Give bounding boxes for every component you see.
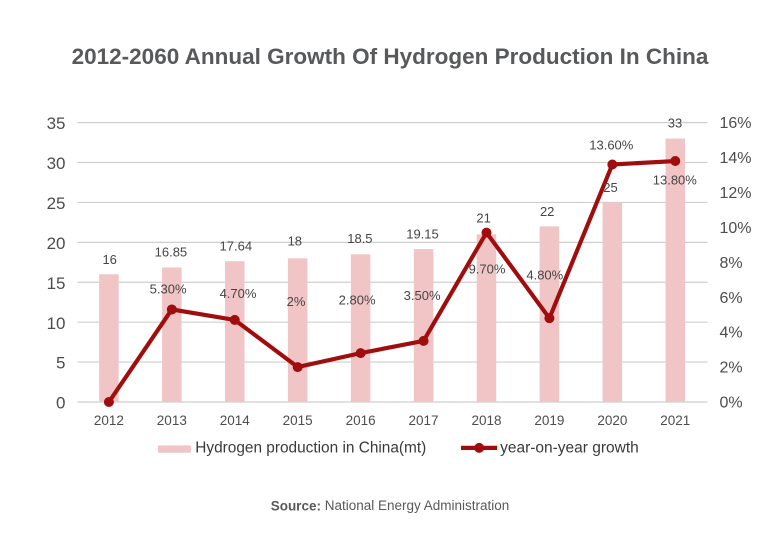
svg-text:16.85: 16.85 [155, 245, 188, 260]
svg-text:2018: 2018 [471, 413, 501, 428]
svg-text:18: 18 [288, 233, 302, 248]
svg-text:17.64: 17.64 [220, 238, 253, 253]
svg-text:25: 25 [47, 194, 66, 213]
svg-text:2017: 2017 [409, 413, 439, 428]
svg-text:2012-2060 Annual Growth Of Hyd: 2012-2060 Annual Growth Of Hydrogen Prod… [72, 44, 709, 69]
svg-text:4.70%: 4.70% [220, 286, 257, 301]
svg-text:2021: 2021 [660, 413, 690, 428]
svg-text:5: 5 [56, 354, 65, 373]
svg-text:8%: 8% [720, 255, 743, 272]
svg-text:18.5: 18.5 [347, 231, 372, 246]
svg-text:30: 30 [47, 154, 66, 173]
svg-text:13.60%: 13.60% [589, 138, 634, 153]
svg-text:14%: 14% [720, 150, 752, 167]
svg-text:2%: 2% [287, 294, 306, 309]
svg-text:2.80%: 2.80% [339, 292, 376, 307]
svg-text:16%: 16% [720, 115, 752, 132]
svg-text:2015: 2015 [283, 413, 313, 428]
svg-text:2013: 2013 [157, 413, 187, 428]
svg-text:35: 35 [47, 114, 66, 133]
svg-text:3.50%: 3.50% [404, 288, 441, 303]
svg-text:Hydrogen production in China(m: Hydrogen production in China(mt) [195, 440, 426, 457]
svg-text:4%: 4% [720, 325, 743, 342]
svg-text:12%: 12% [720, 185, 752, 202]
svg-text:9.70%: 9.70% [469, 262, 506, 277]
svg-text:33: 33 [668, 116, 682, 131]
svg-text:13.80%: 13.80% [653, 172, 698, 187]
svg-text:2019: 2019 [534, 413, 564, 428]
svg-text:25: 25 [603, 180, 617, 195]
svg-text:20: 20 [47, 234, 66, 253]
svg-text:2014: 2014 [220, 413, 251, 428]
svg-text:2016: 2016 [346, 413, 376, 428]
svg-text:15: 15 [47, 274, 66, 293]
svg-text:5.30%: 5.30% [150, 282, 187, 297]
svg-text:4.80%: 4.80% [526, 268, 563, 283]
svg-text:2020: 2020 [597, 413, 627, 428]
svg-text:10%: 10% [720, 220, 752, 237]
svg-text:2012: 2012 [94, 413, 124, 428]
svg-text:2%: 2% [720, 360, 743, 377]
svg-text:22: 22 [540, 204, 554, 219]
svg-text:0%: 0% [720, 395, 743, 412]
svg-text:0: 0 [56, 394, 65, 413]
svg-text:6%: 6% [720, 290, 743, 307]
svg-text:year-on-year growth: year-on-year growth [500, 440, 639, 457]
svg-text:16: 16 [102, 252, 116, 267]
svg-text:19.15: 19.15 [406, 227, 439, 242]
svg-text:10: 10 [47, 314, 66, 333]
svg-text:Source: National Energy Admini: Source: National Energy Administration [271, 498, 510, 513]
svg-text:21: 21 [476, 211, 490, 226]
